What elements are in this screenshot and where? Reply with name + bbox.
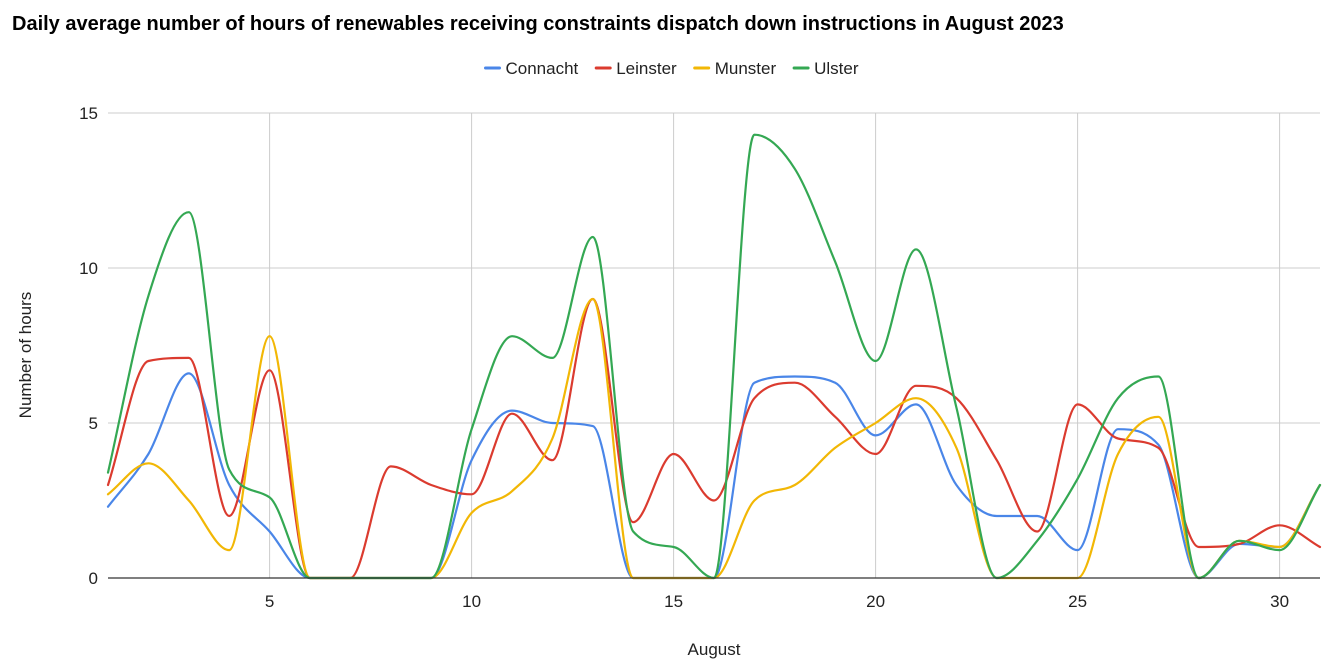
y-tick-label: 5 (89, 414, 98, 433)
y-tick-label: 0 (89, 569, 98, 588)
legend-item-ulster[interactable]: Ulster (792, 59, 859, 78)
x-tick-label: 30 (1270, 592, 1289, 611)
x-tick-label: 20 (866, 592, 885, 611)
y-tick-label: 10 (79, 259, 98, 278)
x-tick-label: 25 (1068, 592, 1087, 611)
x-axis-ticks: 5 10 15 20 25 30 (265, 592, 1289, 611)
gridlines (108, 112, 1320, 578)
y-tick-label: 15 (79, 104, 98, 123)
chart-title: Daily average number of hours of renewab… (12, 13, 1064, 35)
legend-item-munster[interactable]: Munster (693, 59, 777, 78)
legend-item-connacht[interactable]: Connacht (484, 59, 579, 78)
y-axis-label: Number of hours (16, 292, 35, 419)
legend-label: Leinster (616, 59, 677, 78)
x-tick-label: 10 (462, 592, 481, 611)
series-layer (106, 133, 1322, 580)
legend-label: Munster (715, 59, 777, 78)
series-line-ulster (106, 133, 1322, 580)
x-tick-label: 5 (265, 592, 274, 611)
y-axis-ticks: 0 5 10 15 (79, 104, 98, 588)
series-line-leinster (106, 297, 1322, 580)
legend: Connacht Leinster Munster Ulster (484, 59, 859, 78)
legend-item-leinster[interactable]: Leinster (594, 59, 677, 78)
x-tick-label: 15 (664, 592, 683, 611)
legend-label: Ulster (814, 59, 859, 78)
x-axis-label: August (688, 640, 741, 659)
legend-label: Connacht (506, 59, 579, 78)
series-line-munster (106, 297, 1322, 580)
